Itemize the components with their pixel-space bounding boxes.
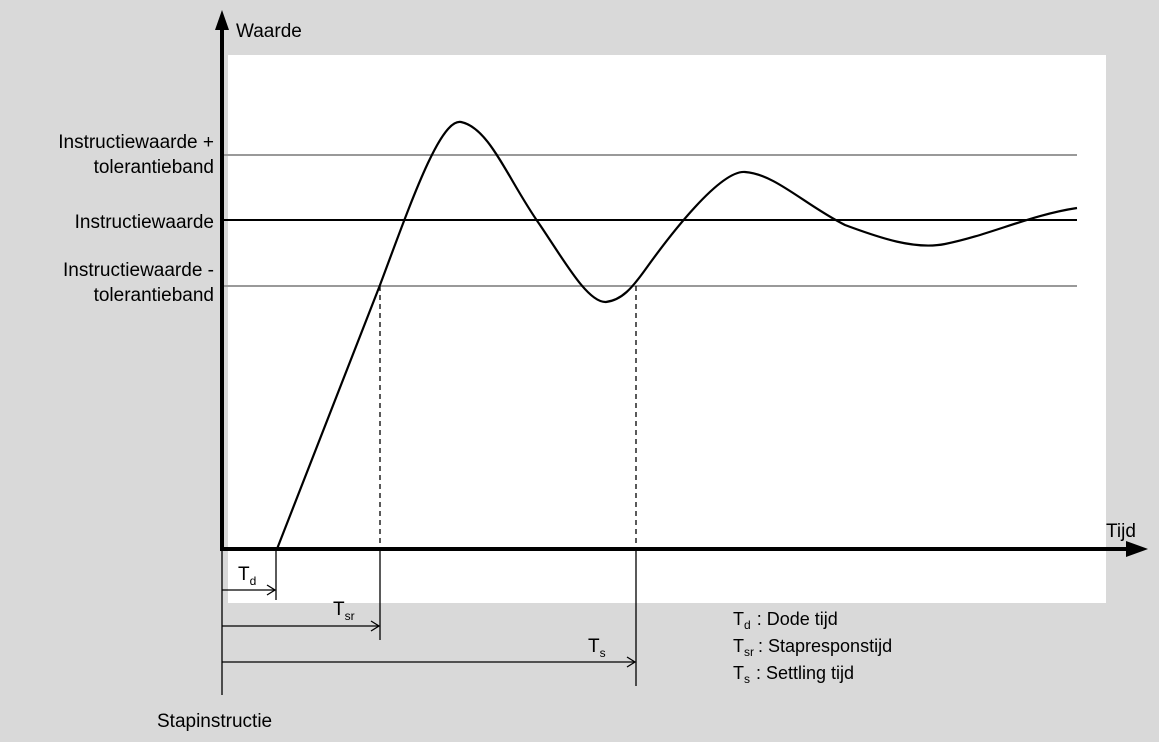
upper-band-label-line2: tolerantieband (94, 157, 214, 178)
plot-area (228, 55, 1106, 603)
ts-label: Ts (588, 636, 606, 660)
x-axis-arrow (1126, 541, 1148, 557)
lower-band-label-line2: tolerantieband (94, 285, 214, 306)
lower-band-label-line1: Instructiewaarde - (63, 260, 214, 281)
x-axis-label: Tijd (1106, 521, 1136, 542)
legend-item-ts: Ts: Settling tijd (733, 663, 854, 686)
y-axis-arrow (215, 10, 229, 30)
upper-band-label-line1: Instructiewaarde + (58, 132, 214, 153)
td-label: Td (238, 564, 256, 588)
tsr-label: Tsr (333, 599, 355, 623)
legend-item-td: Td: Dode tijd (733, 609, 838, 632)
response-curve (275, 120, 1078, 550)
setpoint-label: Instructiewaarde (75, 212, 214, 233)
ts-arrowhead (626, 656, 637, 668)
y-axis-label: Waarde (236, 21, 302, 42)
legend-item-tsr: Tsr: Stapresponstijd (733, 636, 892, 659)
tsr-arrowhead (370, 620, 381, 632)
step-instruction-label: Stapinstructie (157, 711, 272, 732)
td-arrowhead (266, 584, 277, 596)
legend: Td: Dode tijd Tsr: Stapresponstijd Ts: S… (733, 609, 892, 686)
